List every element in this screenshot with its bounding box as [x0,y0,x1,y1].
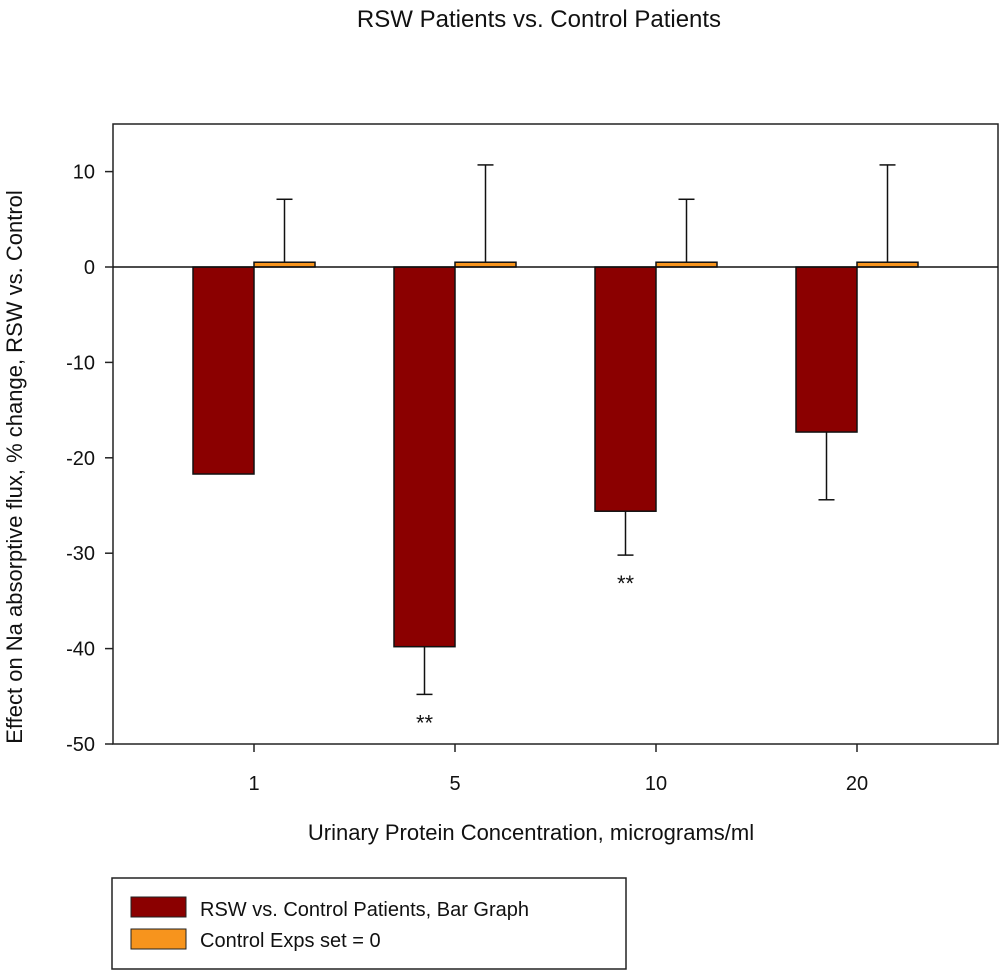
error-bar [276,198,293,263]
y-tick-label: 10 [73,162,95,184]
legend-label-control: Control Exps set = 0 [200,930,381,952]
x-axis-ticks: 1 5 10 20 [248,744,868,795]
bar-rsw [594,266,657,512]
legend: RSW vs. Control Patients, Bar Graph Cont… [111,877,627,970]
error-bar-group [276,164,896,696]
legend-label-rsw: RSW vs. Control Patients, Bar Graph [200,899,529,921]
y-tick-label: -50 [66,734,95,756]
y-axis-label: Effect on Na absorptive flux, % change, … [2,190,27,744]
error-bar [678,198,695,263]
y-tick-label: -30 [66,543,95,565]
legend-swatch-control [130,928,187,950]
significance-annotations: ** ** [416,571,635,735]
y-tick-label: -40 [66,639,95,661]
plot-area-frame [112,123,999,745]
y-tick-label: -20 [66,448,95,470]
x-axis-label: Urinary Protein Concentration, microgram… [308,820,754,845]
bar-rsw [393,266,456,648]
legend-swatch-rsw [130,896,187,918]
y-tick-label: 0 [84,257,95,279]
bar-rsw [192,266,255,475]
x-tick-label: 10 [645,773,667,795]
error-bar [617,511,634,556]
x-tick-label: 5 [449,773,460,795]
x-tick-label: 1 [248,773,259,795]
error-bar [879,164,896,263]
chart-title: RSW Patients vs. Control Patients [357,6,721,33]
x-tick-label: 20 [846,773,868,795]
y-tick-label: -10 [66,352,95,374]
y-axis-ticks: 10 0 -10 -20 -30 -40 -50 [66,162,113,756]
error-bar [416,646,433,696]
error-bar [818,432,835,501]
significance-marker: ** [416,710,434,735]
error-bar [477,164,494,263]
legend-frame [111,877,627,970]
bar-series-group [192,261,919,648]
bar-rsw [795,266,858,433]
significance-marker: ** [617,571,635,596]
